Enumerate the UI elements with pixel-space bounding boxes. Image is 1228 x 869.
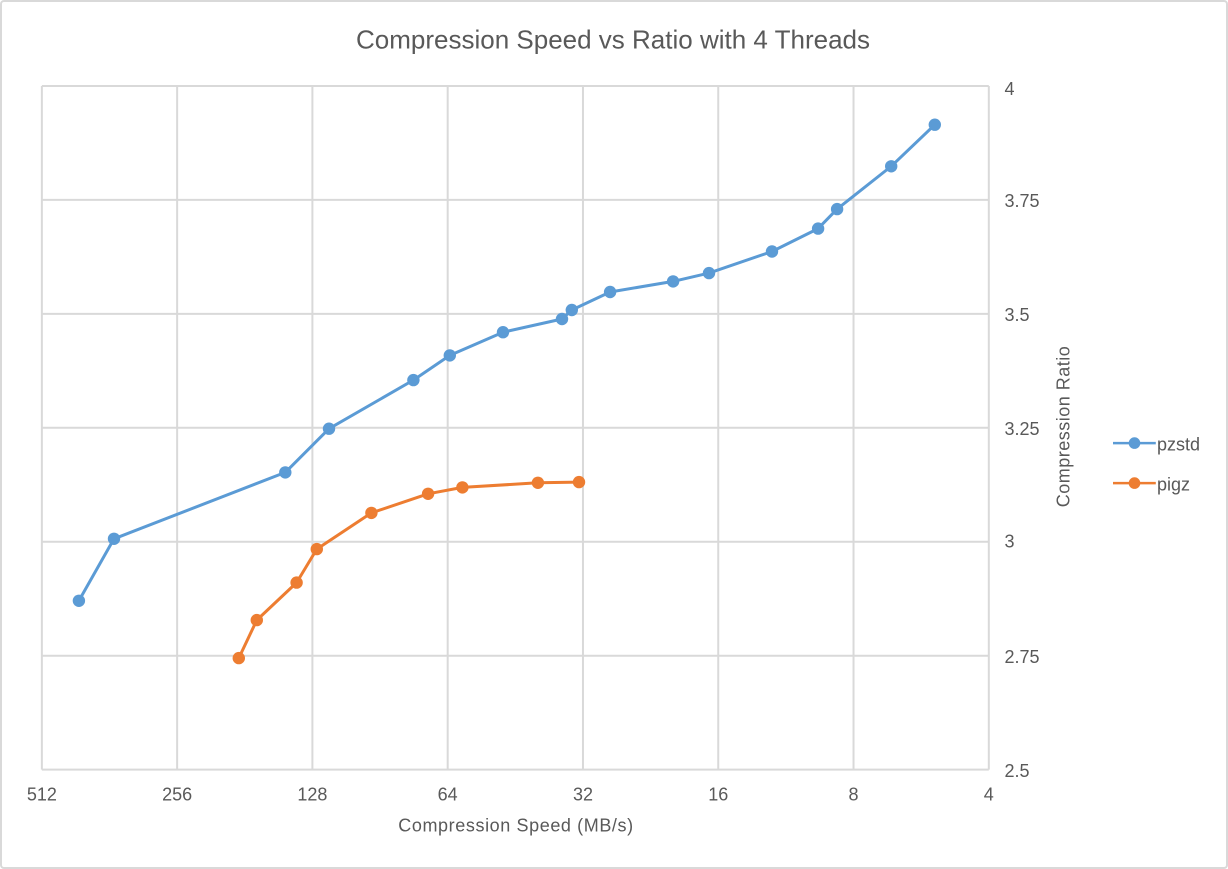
svg-text:pigz: pigz — [1157, 474, 1190, 494]
svg-text:3: 3 — [1005, 532, 1015, 552]
svg-text:pzstd: pzstd — [1157, 435, 1200, 455]
svg-text:Compression Ratio: Compression Ratio — [1054, 346, 1074, 508]
svg-text:4: 4 — [1005, 79, 1015, 99]
svg-text:Compression Speed vs Ratio wit: Compression Speed vs Ratio with 4 Thread… — [356, 25, 870, 55]
svg-text:512: 512 — [27, 784, 57, 804]
svg-text:3.5: 3.5 — [1005, 305, 1030, 325]
svg-text:128: 128 — [297, 784, 327, 804]
svg-text:3.75: 3.75 — [1005, 191, 1040, 211]
svg-text:256: 256 — [162, 784, 192, 804]
svg-text:16: 16 — [708, 784, 728, 804]
svg-text:64: 64 — [438, 784, 458, 804]
svg-text:2.5: 2.5 — [1005, 761, 1030, 781]
svg-text:8: 8 — [849, 784, 859, 804]
svg-text:2.75: 2.75 — [1005, 647, 1040, 667]
svg-text:3.25: 3.25 — [1005, 419, 1040, 439]
svg-text:Compression Speed (MB/s): Compression Speed (MB/s) — [398, 815, 633, 835]
svg-text:32: 32 — [573, 784, 593, 804]
svg-text:4: 4 — [984, 784, 994, 804]
